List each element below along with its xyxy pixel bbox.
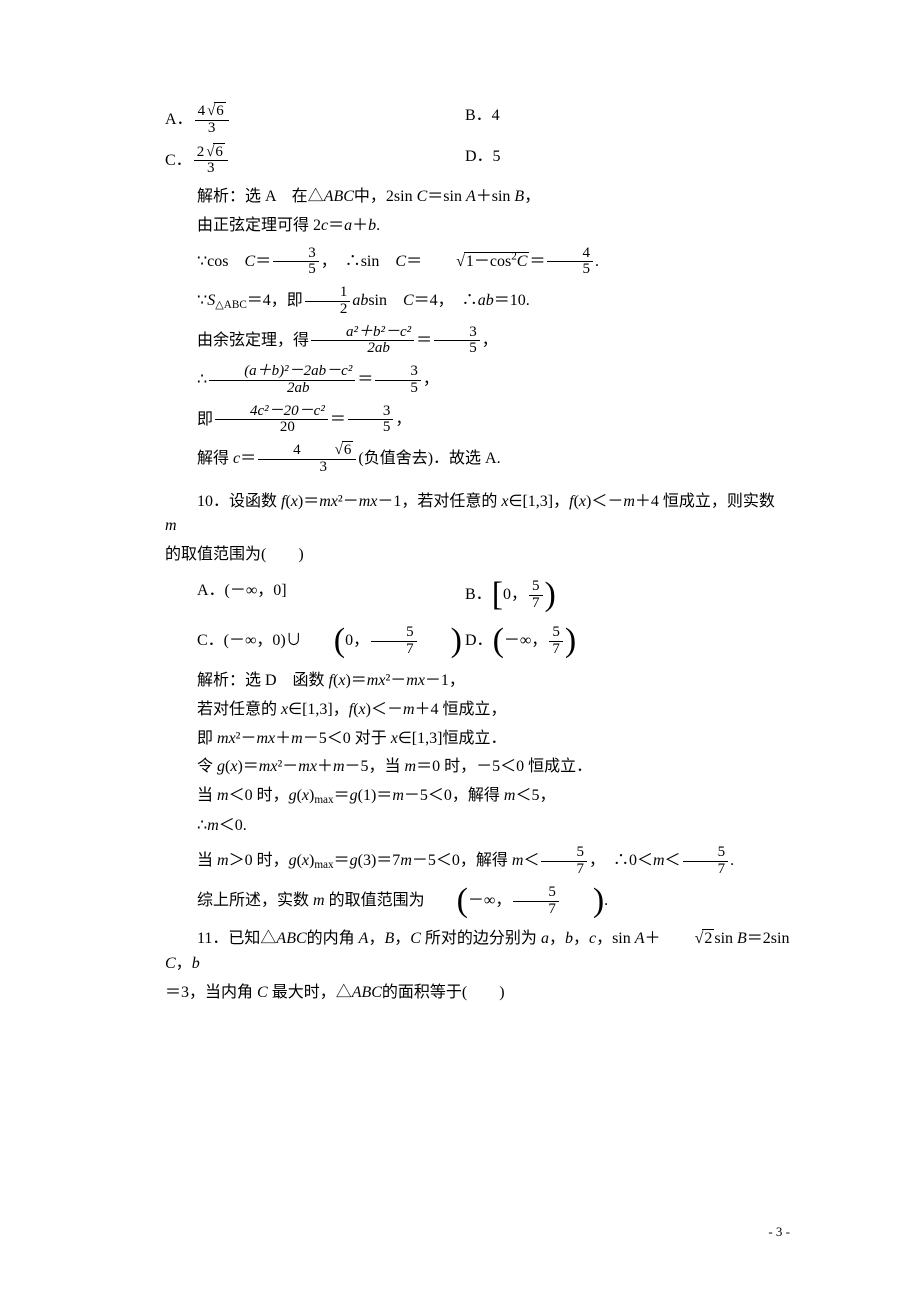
- q10-sol-1: 解析：选 D 函数 f(x)＝mx²－mx－1，: [165, 669, 790, 694]
- page-number: - 3 -: [768, 1222, 790, 1242]
- page: A．463 B．4 C．263 D．5 解析：选 A 在△ABC中，2sin C…: [0, 0, 920, 1302]
- q10-sol-6: ∴m＜0.: [165, 814, 790, 839]
- q9-sol-3: ∵cos C＝35， ∴sin C＝1－cos2C＝45.: [165, 246, 790, 279]
- q9-sol-1: 解析：选 A 在△ABC中，2sin C＝sin A＋sin B，: [165, 185, 790, 210]
- q10-sol-4: 令 g(x)＝mx²－mx＋m－5，当 m＝0 时，－5＜0 恒成立．: [165, 755, 790, 780]
- q11-stem-2: ＝3，当内角 C 最大时，△ABC的面积等于( ): [165, 981, 790, 1006]
- opt-label: A．: [165, 111, 193, 128]
- q9-option-a: A．463: [165, 104, 465, 137]
- q10-stem-2: 的取值范围为( ): [165, 543, 790, 568]
- q10-sol-5: 当 m＜0 时，g(x)max＝g(1)＝m－5＜0，解得 m＜5，: [165, 784, 790, 809]
- q10-sol-8: 综上所述，实数 m 的取值范围为(－∞，57).: [165, 885, 790, 918]
- q10-option-c: C．(－∞，0)∪(0，57): [165, 625, 465, 658]
- q9-sol-2: 由正弦定理可得 2c＝a＋b.: [165, 214, 790, 239]
- q10-sol-2: 若对任意的 x∈[1,3]，f(x)＜－m＋4 恒成立，: [165, 698, 790, 723]
- q9-option-d: D．5: [465, 145, 715, 178]
- q9-option-b: B．4: [465, 104, 715, 137]
- q9-sol-5: 由余弦定理，得a²＋b²－c²2ab＝35，: [165, 325, 790, 358]
- q9-option-c: C．263: [165, 145, 465, 178]
- q10-option-b: B．[0，57): [465, 579, 715, 612]
- q9-sol-4: ∵S△ABC＝4，即12absin C＝4， ∴ab＝10.: [165, 285, 790, 318]
- q10-options: A．(－∞，0] B．[0，57) C．(－∞，0)∪(0，57) D．(－∞，…: [165, 572, 790, 665]
- q10-sol-7: 当 m＞0 时，g(x)max＝g(3)＝7m－5＜0，解得 m＜57， ∴0＜…: [165, 845, 790, 878]
- opt-label: C．: [165, 151, 192, 168]
- q10-stem-1: 10．设函数 f(x)＝mx²－mx－1，若对任意的 x∈[1,3]，f(x)＜…: [165, 490, 790, 540]
- q9-sol-7: 即4c²－20－c²20＝35，: [165, 404, 790, 437]
- q11-stem-1: 11．已知△ABC的内角 A，B，C 所对的边分别为 a，b，c，sin A＋2…: [165, 927, 790, 977]
- q10-sol-3: 即 mx²－mx＋m－5＜0 对于 x∈[1,3]恒成立．: [165, 727, 790, 752]
- q9-sol-6: ∴(a＋b)²－2ab－c²2ab＝35，: [165, 364, 790, 397]
- q10-option-d: D．(－∞，57): [465, 625, 715, 658]
- q10-option-a: A．(－∞，0]: [165, 579, 465, 612]
- q9-options: A．463 B．4 C．263 D．5: [165, 100, 790, 181]
- q9-sol-8: 解得 c＝463(负值舍去)．故选 A.: [165, 443, 790, 476]
